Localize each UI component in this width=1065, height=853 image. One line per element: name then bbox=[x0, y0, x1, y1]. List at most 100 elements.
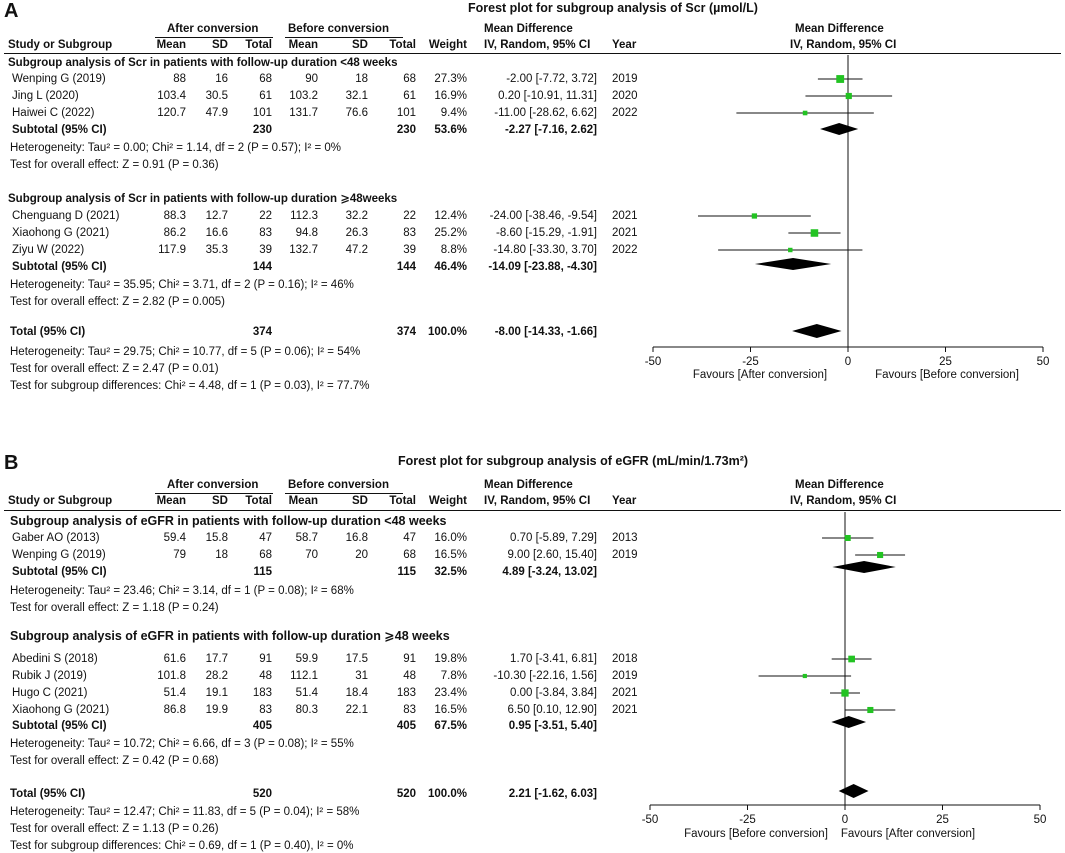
sd-b: 17.5 bbox=[345, 653, 368, 665]
study-point bbox=[788, 247, 793, 253]
md-header-table: Mean Difference bbox=[484, 23, 573, 35]
n-b: 91 bbox=[403, 653, 416, 665]
sd-b-header: SD bbox=[352, 495, 368, 507]
group-after-header: After conversion bbox=[167, 23, 259, 35]
x-tick-label: 25 bbox=[939, 356, 952, 368]
weight: 67.5% bbox=[434, 720, 467, 732]
x-tick-label: 0 bbox=[845, 356, 851, 368]
subtotal-row: Subtotal (95% CI) 230 230 53.6% -2.27 [-… bbox=[0, 123, 700, 137]
n-b: 101 bbox=[396, 107, 416, 119]
n-a: 144 bbox=[252, 261, 272, 273]
year: 2013 bbox=[612, 532, 638, 544]
n-a: 374 bbox=[252, 326, 272, 338]
weight: 16.5% bbox=[434, 549, 467, 561]
study-point bbox=[810, 229, 819, 237]
year: 2022 bbox=[612, 244, 638, 256]
panel-label: B bbox=[4, 452, 19, 474]
total-label: Total (95% CI) bbox=[10, 326, 86, 338]
mean-b-header: Mean bbox=[288, 39, 318, 51]
subtotal-row: Subtotal (95% CI) 405 405 67.5% 0.95 [-3… bbox=[0, 719, 700, 733]
n-a: 61 bbox=[259, 90, 272, 102]
weight: 16.5% bbox=[434, 704, 467, 716]
overall-effect: Test for overall effect: Z = 0.42 (P = 0… bbox=[10, 755, 219, 767]
sd-b: 18 bbox=[355, 73, 368, 85]
weight: 16.0% bbox=[434, 532, 467, 544]
mean-a: 103.4 bbox=[157, 90, 186, 102]
study-point bbox=[841, 689, 849, 697]
ci-text: 6.50 [0.10, 12.90] bbox=[507, 704, 597, 716]
year-header: Year bbox=[612, 495, 637, 507]
year: 2019 bbox=[612, 73, 638, 85]
sd-a: 18 bbox=[215, 549, 228, 561]
sd-a: 16.6 bbox=[205, 227, 228, 239]
mean-b: 132.7 bbox=[289, 244, 318, 256]
study-point bbox=[836, 75, 845, 83]
n-b: 520 bbox=[396, 788, 416, 800]
sd-a: 16 bbox=[215, 73, 228, 85]
subtotal-diamond bbox=[832, 561, 896, 573]
study-point bbox=[877, 551, 884, 559]
n-a: 83 bbox=[259, 227, 272, 239]
group-before-header: Before conversion bbox=[288, 23, 389, 35]
total-row: Total (95% CI) 520 520 100.0% 2.21 [-1.6… bbox=[0, 787, 700, 801]
ci-text: -14.80 [-33.30, 3.70] bbox=[493, 244, 597, 256]
ci-header-plot: IV, Random, 95% CI bbox=[790, 39, 897, 51]
n-b: 115 bbox=[397, 566, 416, 578]
sd-a: 19.9 bbox=[205, 704, 228, 716]
total-row: Total (95% CI) 374 374 100.0% -8.00 [-14… bbox=[0, 325, 700, 339]
favours-right-label: Favours [After conversion] bbox=[841, 828, 975, 840]
favours-left-label: Favours [After conversion] bbox=[693, 369, 827, 381]
n-b: 68 bbox=[403, 73, 416, 85]
table-row: Chenguang D (2021) 88.3 12.7 22 112.3 32… bbox=[0, 209, 700, 223]
weight-header: Weight bbox=[428, 495, 467, 507]
study-point bbox=[844, 535, 851, 541]
sd-b: 22.1 bbox=[345, 704, 368, 716]
study-name: Xiaohong G (2021) bbox=[12, 704, 110, 716]
n-a: 115 bbox=[253, 566, 272, 578]
year: 2020 bbox=[612, 90, 638, 102]
subtotal-row: Subtotal (95% CI) 144 144 46.4% -14.09 [… bbox=[0, 260, 700, 274]
n-a: 183 bbox=[252, 687, 272, 699]
subtotal-label: Subtotal (95% CI) bbox=[12, 261, 107, 273]
weight: 25.2% bbox=[434, 227, 467, 239]
panel-label: A bbox=[4, 0, 19, 22]
study-point bbox=[802, 110, 808, 116]
weight: 100.0% bbox=[427, 326, 467, 338]
sd-a: 28.2 bbox=[205, 670, 228, 682]
mean-b: 112.3 bbox=[290, 210, 318, 222]
weight: 12.4% bbox=[434, 210, 467, 222]
mean-b: 94.8 bbox=[295, 227, 318, 239]
plot-title: Forest plot for subgroup analysis of eGF… bbox=[398, 454, 749, 468]
sd-a: 35.3 bbox=[205, 244, 228, 256]
n-b: 230 bbox=[396, 124, 416, 136]
table-row: Ziyu W (2022) 117.9 35.3 39 132.7 47.2 3… bbox=[0, 243, 700, 257]
x-tick-label: -25 bbox=[742, 356, 759, 368]
study-header: Study or Subgroup bbox=[8, 495, 113, 507]
overall-effect: Test for overall effect: Z = 2.82 (P = 0… bbox=[10, 296, 225, 308]
weight: 100.0% bbox=[427, 788, 467, 800]
x-tick-label: 25 bbox=[936, 814, 949, 826]
mean-b: 80.3 bbox=[295, 704, 318, 716]
total-overall-effect: Test for overall effect: Z = 2.47 (P = 0… bbox=[10, 363, 219, 375]
n-a: 101 bbox=[252, 107, 272, 119]
x-tick-label: 50 bbox=[1037, 356, 1050, 368]
favours-right-label: Favours [Before conversion] bbox=[875, 369, 1019, 381]
n-a: 22 bbox=[259, 210, 272, 222]
subgroup-differences: Test for subgroup differences: Chi² = 4.… bbox=[10, 380, 370, 392]
table-row: Haiwei C (2022) 120.7 47.9 101 131.7 76.… bbox=[0, 106, 700, 120]
year: 2021 bbox=[612, 687, 638, 699]
year-header: Year bbox=[612, 39, 637, 51]
total-heterogeneity: Heterogeneity: Tau² = 12.47; Chi² = 11.8… bbox=[10, 806, 360, 818]
n-a: 230 bbox=[252, 124, 272, 136]
study-point bbox=[867, 706, 874, 714]
table-row: Gaber AO (2013) 59.4 15.8 47 58.7 16.8 4… bbox=[0, 531, 700, 545]
ci-text: 1.70 [-3.41, 6.81] bbox=[510, 653, 597, 665]
n-b: 144 bbox=[396, 261, 416, 273]
md-header-plot: Mean Difference bbox=[795, 23, 884, 35]
mean-a: 120.7 bbox=[157, 107, 186, 119]
total-a-header: Total bbox=[245, 39, 272, 51]
mean-a: 86.8 bbox=[163, 704, 186, 716]
ci-text: -8.00 [-14.33, -1.66] bbox=[494, 326, 597, 338]
year: 2022 bbox=[612, 107, 638, 119]
weight-header: Weight bbox=[428, 39, 467, 51]
